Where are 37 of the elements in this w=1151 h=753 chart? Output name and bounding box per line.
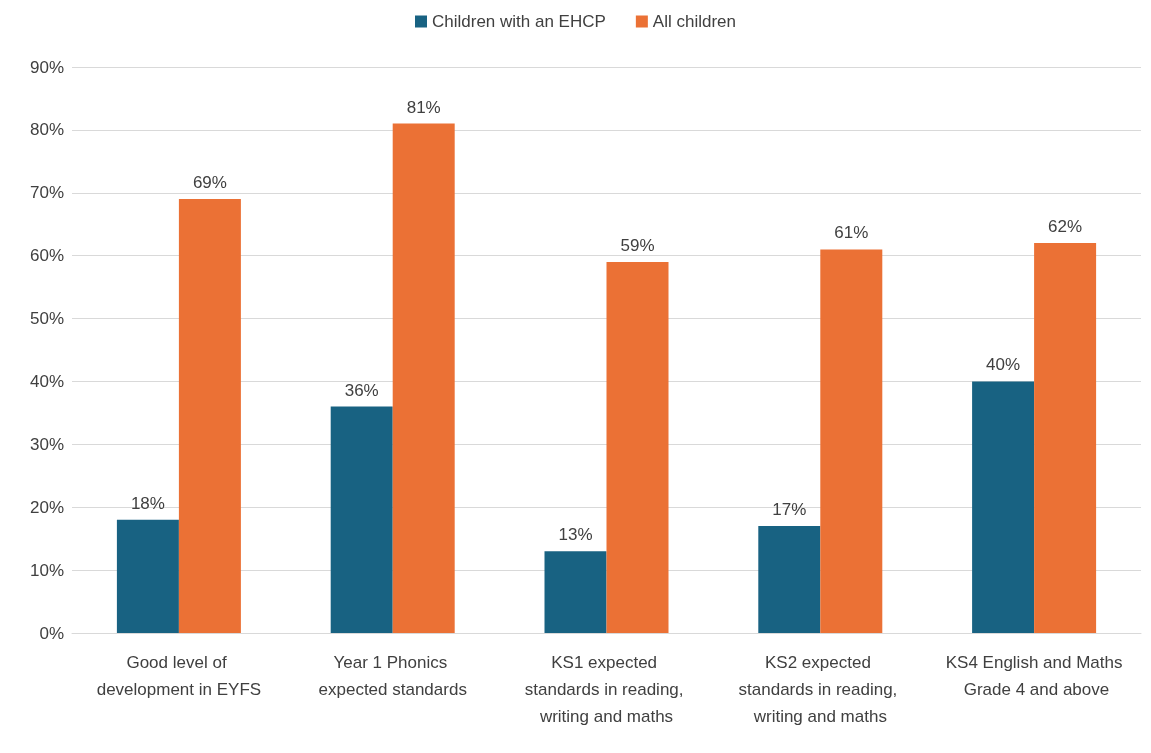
bar xyxy=(544,551,607,633)
y-tick-label: 0% xyxy=(39,623,64,643)
bar xyxy=(1034,243,1097,633)
bar xyxy=(606,261,669,633)
data-label: 62% xyxy=(1048,217,1083,237)
x-tick-label: Year 1 Phonics expected standards xyxy=(318,653,467,699)
x-tick-label: KS2 expected standards in reading, writing and maths xyxy=(738,653,903,726)
data-label: 18% xyxy=(130,493,165,513)
bar xyxy=(758,526,821,633)
data-label: 17% xyxy=(772,500,807,520)
bar xyxy=(972,381,1035,633)
data-label: 36% xyxy=(344,380,379,400)
bar xyxy=(820,249,883,633)
y-tick-label: 70% xyxy=(29,183,64,203)
x-tick-label: KS4 English and Maths Grade 4 and above xyxy=(945,653,1123,699)
y-tick-label: 10% xyxy=(29,560,64,580)
bar xyxy=(392,123,455,633)
x-tick-label: KS1 expected standards in reading, writing and maths xyxy=(524,653,689,726)
legend-label: Children with an EHCP xyxy=(432,12,606,31)
x-tick-label: Good level of development in EYFS xyxy=(96,653,262,699)
y-tick-label: 50% xyxy=(29,309,64,329)
bar xyxy=(116,519,179,633)
data-label: 40% xyxy=(986,355,1021,375)
y-tick-label: 60% xyxy=(29,246,64,266)
data-label: 81% xyxy=(406,97,441,117)
y-tick-label: 30% xyxy=(29,434,64,454)
y-tick-label: 80% xyxy=(29,120,64,140)
legend-label: All children xyxy=(652,12,737,31)
y-tick-label: 40% xyxy=(29,371,64,391)
bar xyxy=(178,199,241,633)
data-label: 69% xyxy=(192,173,227,193)
bar xyxy=(330,406,393,633)
data-label: 59% xyxy=(620,235,655,255)
data-label: 13% xyxy=(558,525,593,545)
y-tick-label: 20% xyxy=(29,497,64,517)
data-label: 61% xyxy=(834,223,869,243)
y-tick-label: 90% xyxy=(29,57,64,77)
